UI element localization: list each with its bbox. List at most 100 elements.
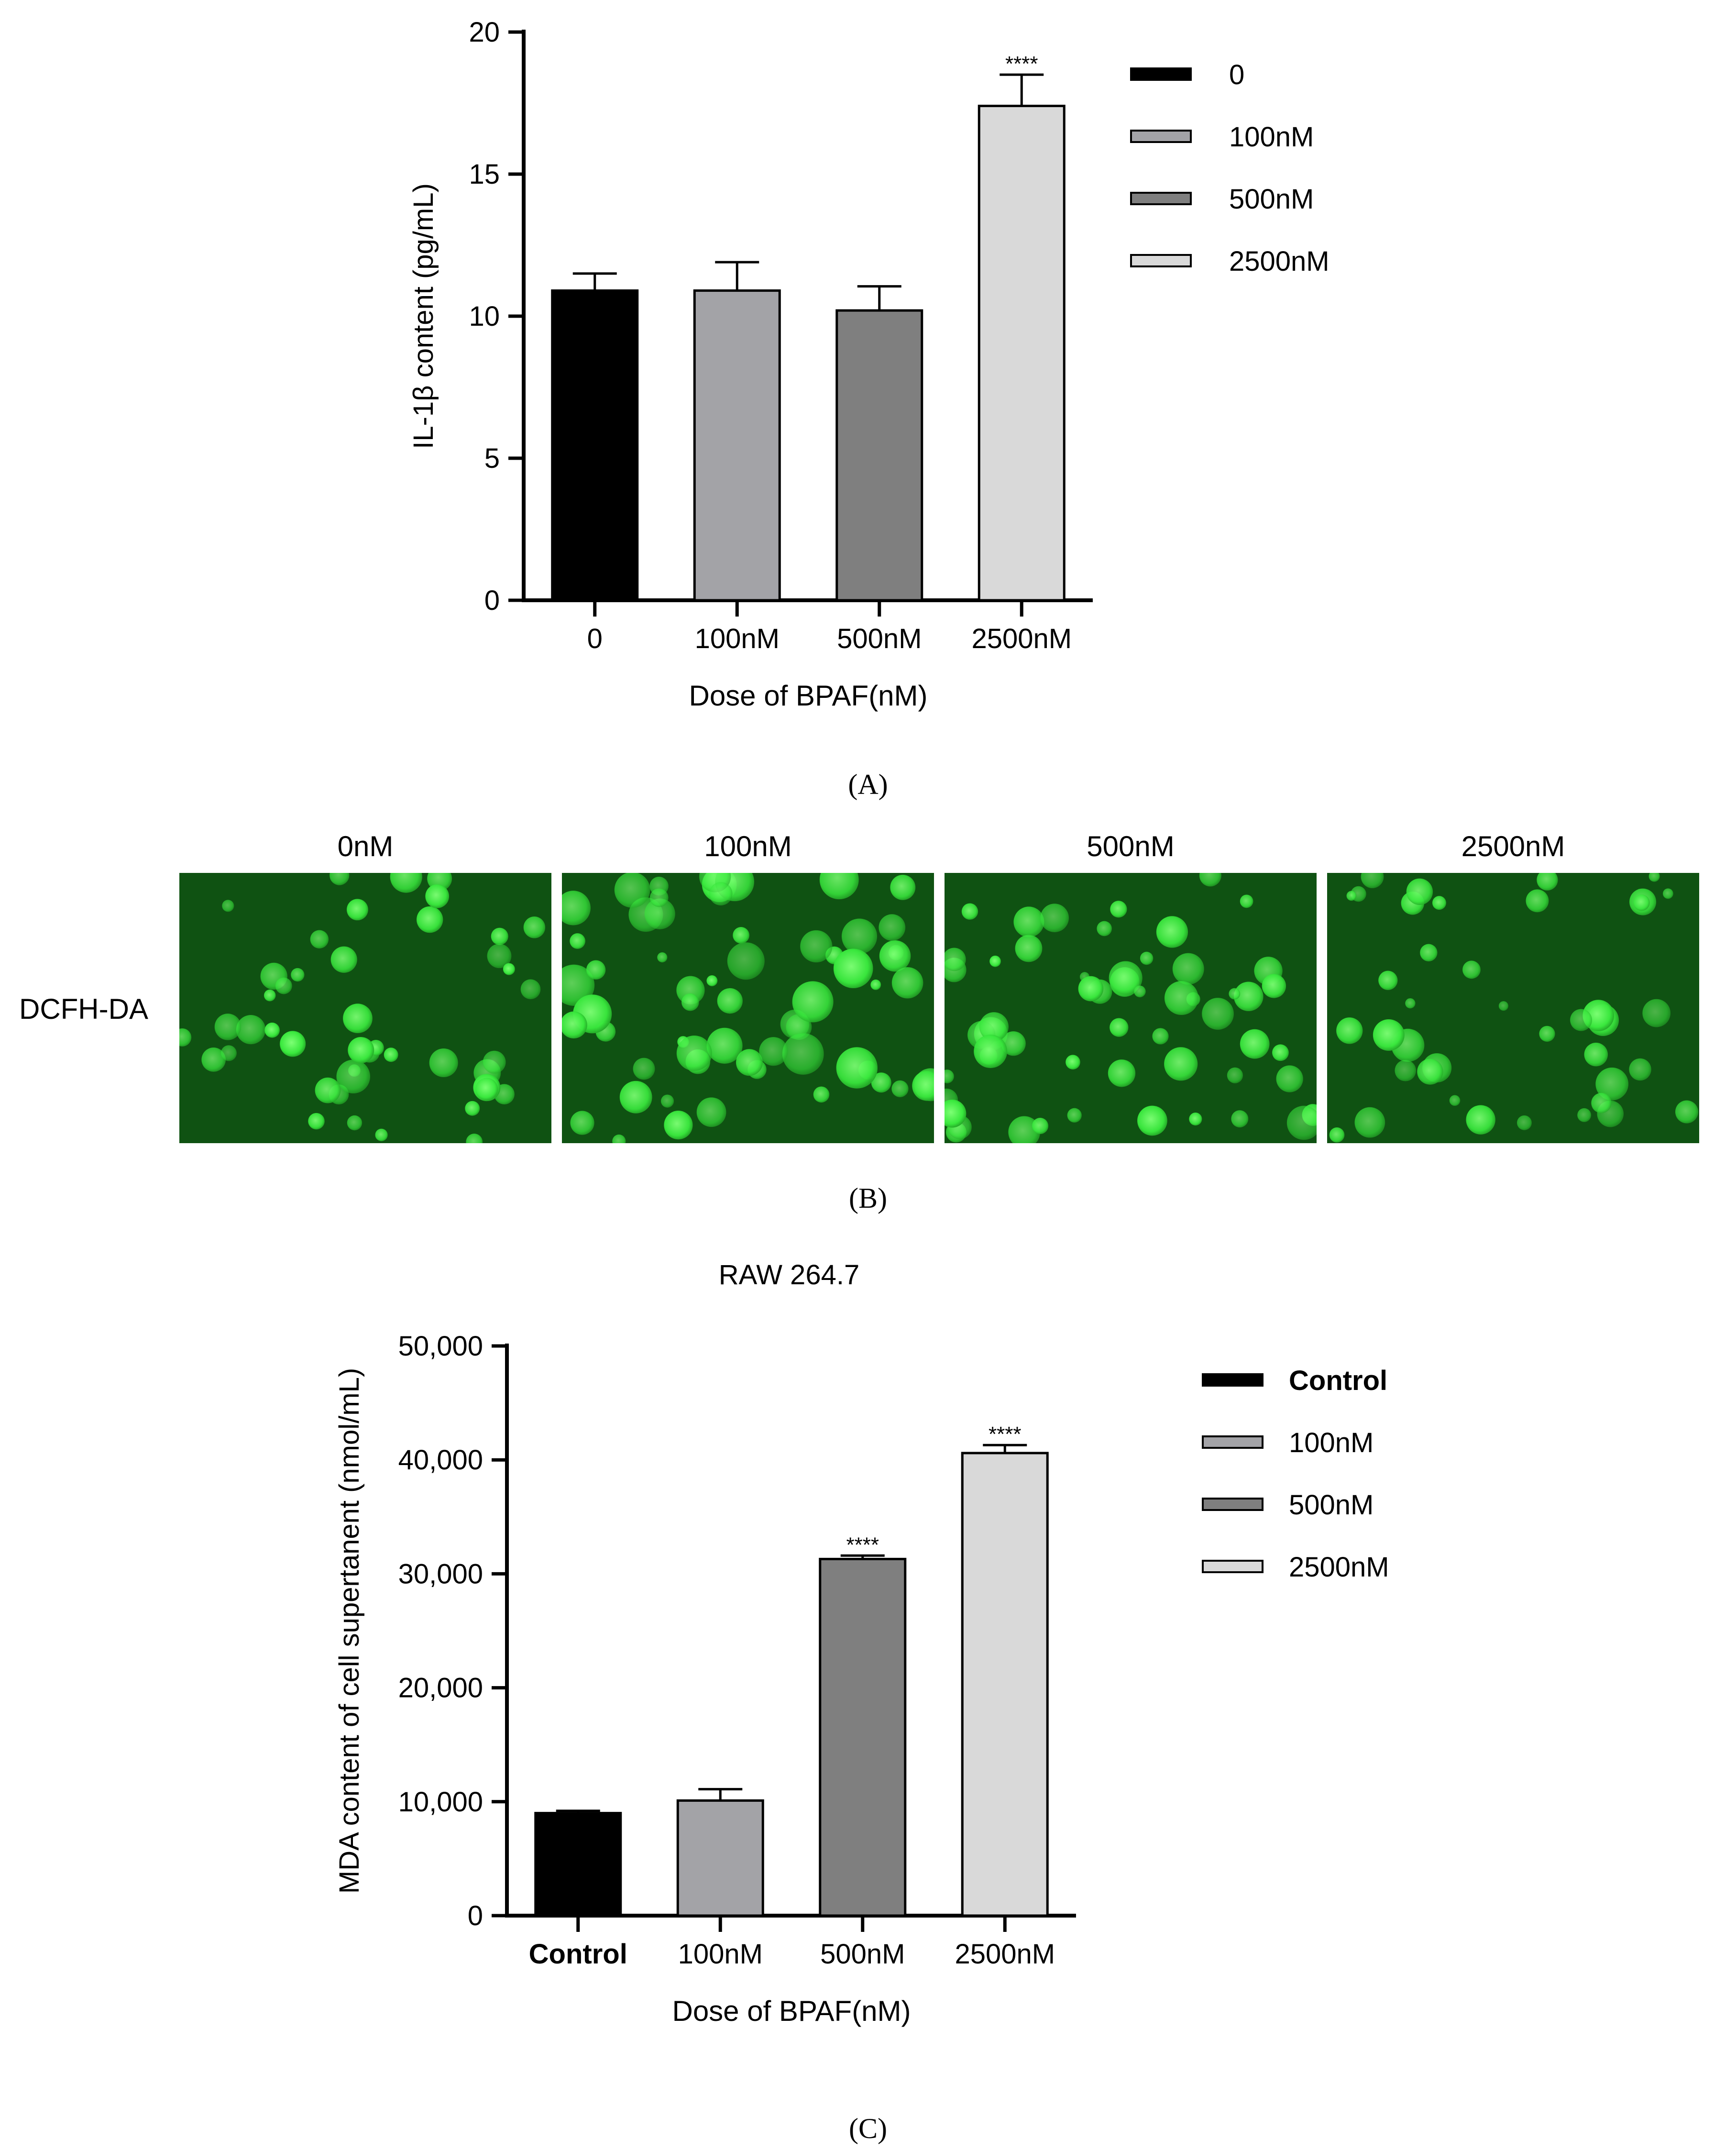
cell [375,1128,388,1141]
significance-marker: **** [989,1422,1022,1446]
x-axis-label: Dose of BPAF(nM) [672,1995,911,2027]
cell [833,948,873,989]
cell [280,1031,306,1057]
bar-100nm [693,289,781,602]
cell [644,898,675,929]
cell [1109,961,1143,995]
cell [570,1111,594,1135]
significance-marker: **** [846,1533,879,1556]
cell [310,930,329,949]
legend-swatch [1202,1373,1264,1387]
cell [619,1081,652,1114]
cell [1240,894,1253,908]
cell [1498,1001,1508,1011]
cell [475,1078,498,1101]
cell [1231,1110,1249,1128]
cell [1539,1025,1555,1042]
cell [871,1072,891,1093]
cell [1229,988,1241,1000]
bar-500nm [835,309,923,602]
micrograph-0nm [179,873,551,1143]
cell [214,1014,242,1040]
cell [562,891,591,926]
bar-0 [551,289,639,602]
cell [612,1134,626,1143]
y-tick-label: 30,000 [398,1558,483,1589]
y-tick-label: 15 [469,159,500,190]
cell [1570,1009,1593,1031]
x-tick-label: 500nM [820,1939,905,1970]
cell [1199,873,1221,887]
cell [264,989,276,1002]
x-tick-label: 2500nM [955,1939,1055,1970]
cell [466,1134,483,1143]
panel-c-caption: (C) [849,2113,887,2144]
cell [1078,976,1104,1002]
cell [586,960,606,980]
cell [201,1047,226,1072]
cell [945,1069,954,1083]
micrograph-column-label: 100nM [704,830,791,862]
y-tick-label: 50,000 [398,1331,483,1362]
cell [1406,878,1433,905]
y-axis-label: MDA content of cell supertanent (nmol/mL… [334,1368,365,1894]
cell [1137,1105,1167,1136]
cell [879,940,911,972]
cell [1067,1108,1082,1123]
cell [1595,1067,1629,1101]
cell [330,873,350,885]
micrograph-column-label: 500nM [1087,830,1174,862]
cell [1537,873,1558,891]
cell [1164,1047,1198,1081]
bar-100nm [676,1799,764,1917]
cell [236,1014,266,1045]
cell [1008,1116,1041,1143]
cell [1189,1112,1202,1126]
significance-marker: **** [1005,52,1038,76]
cell [1134,985,1146,998]
cell [1378,970,1398,990]
cell [1417,1058,1443,1085]
y-tick-label: 5 [484,443,500,474]
cell [733,927,749,944]
cell [660,1094,674,1108]
cell [836,1047,878,1089]
cell [709,882,733,906]
cell [1629,1058,1651,1081]
chart-title: RAW 264.7 [719,1259,859,1290]
cell [1466,1105,1495,1135]
cell [1462,960,1481,979]
micrograph-background [945,873,1317,1143]
cell [1156,916,1188,948]
cell [706,1027,743,1064]
legend-label: 2500nM [1289,1552,1389,1583]
cell [1577,1108,1592,1122]
cell [1286,1105,1317,1140]
cell [425,884,450,908]
cell [1202,998,1234,1030]
x-tick-label: 500nM [837,623,922,654]
panel-b-caption: (B) [849,1182,887,1214]
micrograph-2500nm [1327,873,1699,1143]
panel-b: 0nM 100nM 500nM 2500nM DCFH-DA [19,830,1699,1143]
legend-label: 500nM [1289,1489,1373,1521]
cell [1354,1107,1385,1138]
legend-label: 2500nM [1229,246,1329,277]
cell [417,906,443,933]
cell [1040,904,1069,932]
x-tick-label: 100nM [678,1939,763,1970]
cell [681,993,699,1011]
cell [487,944,512,969]
x-tick-label: 0 [587,623,603,654]
cell [706,975,718,986]
cell [1336,1017,1363,1044]
cell [912,1070,934,1101]
legend-swatch [1130,130,1192,143]
cell [1152,1028,1169,1045]
bar-2500nm [961,1452,1049,1917]
cell [1642,999,1671,1027]
panel-a: 0 5 10 15 20 0 100nM 500nM **** 2500nM Dose of BPA… [408,17,1329,712]
cell [1066,1055,1080,1069]
cell [1013,906,1044,937]
cell [664,1111,693,1140]
